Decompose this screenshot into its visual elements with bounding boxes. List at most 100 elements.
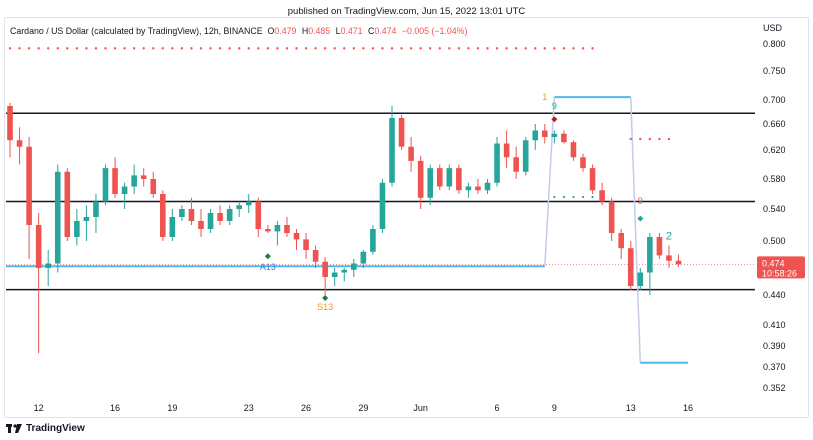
candle[interactable] (427, 168, 433, 198)
candle[interactable] (627, 248, 634, 286)
candle[interactable] (379, 182, 386, 229)
candle[interactable] (83, 217, 90, 221)
candle[interactable] (131, 175, 137, 187)
candle[interactable] (494, 143, 500, 183)
candle[interactable] (475, 186, 481, 191)
red-dot-marker (161, 47, 164, 50)
candle[interactable] (140, 175, 147, 179)
red-dot-marker (304, 47, 308, 50)
candle[interactable] (580, 157, 586, 169)
candle[interactable] (637, 272, 644, 287)
red-dot-marker (56, 47, 59, 50)
open-label: O (267, 26, 275, 36)
candle[interactable] (26, 146, 32, 225)
candle[interactable] (341, 269, 348, 273)
signal-marker-label: 2 (666, 230, 672, 242)
candle[interactable] (45, 263, 51, 269)
candle[interactable] (331, 272, 338, 278)
candle[interactable] (608, 201, 615, 234)
candle[interactable] (16, 140, 23, 147)
candle[interactable] (561, 133, 567, 143)
candle[interactable] (64, 171, 71, 237)
candle[interactable] (54, 171, 61, 264)
red-dot-marker (104, 47, 107, 50)
candle[interactable] (484, 182, 491, 191)
published-caption: published on TradingView.com, Jun 15, 20… (287, 6, 526, 17)
candle[interactable] (618, 233, 624, 249)
close-label: C (368, 26, 375, 36)
candle[interactable] (293, 233, 300, 240)
candle[interactable] (675, 260, 682, 265)
candle[interactable] (217, 213, 223, 221)
symbol-title[interactable]: Cardano / US Dollar (calculated by Tradi… (10, 26, 263, 36)
red-dot-marker (553, 47, 556, 50)
candle[interactable] (599, 190, 605, 202)
candle[interactable] (255, 201, 262, 230)
candle[interactable] (408, 146, 414, 161)
candle[interactable] (417, 160, 424, 198)
price-tag[interactable] (757, 256, 805, 279)
candle[interactable] (389, 118, 395, 183)
candle[interactable] (312, 250, 319, 262)
candle[interactable] (274, 225, 281, 232)
stop-line-segment (630, 97, 642, 363)
red-dot-marker (505, 47, 508, 50)
x-tick-label: 12 (34, 403, 44, 413)
red-dot-marker (257, 47, 260, 50)
candle[interactable] (370, 229, 376, 252)
candle[interactable] (7, 106, 13, 141)
candle[interactable] (503, 143, 510, 158)
red-dot-marker (524, 47, 527, 50)
candle[interactable] (398, 118, 405, 147)
y-tick-label: 0.352 (763, 383, 786, 393)
candle[interactable] (35, 225, 42, 268)
candle[interactable] (322, 261, 328, 277)
candle[interactable] (522, 140, 529, 172)
signal-diamond-icon (322, 295, 329, 301)
candle[interactable] (188, 209, 195, 221)
candle[interactable] (513, 157, 519, 172)
signal-marker-label: 9 (638, 196, 643, 206)
candle[interactable] (647, 237, 653, 273)
y-tick-label: 0.620 (763, 145, 786, 155)
candle[interactable] (532, 130, 539, 141)
candle[interactable] (465, 186, 472, 191)
candle[interactable] (265, 229, 271, 232)
red-dot-marker (648, 137, 652, 141)
candle[interactable] (121, 186, 128, 195)
candle[interactable] (446, 168, 453, 187)
candle[interactable] (236, 205, 242, 209)
candle[interactable] (198, 221, 204, 229)
tradingview-footer[interactable]: TradingView (6, 423, 85, 434)
candle[interactable] (93, 201, 99, 218)
candle[interactable] (551, 133, 558, 137)
candle[interactable] (351, 263, 357, 270)
red-dot-marker (37, 47, 40, 50)
candle[interactable] (169, 217, 176, 237)
candle[interactable] (150, 179, 157, 194)
candle[interactable] (303, 239, 309, 250)
candle[interactable] (102, 168, 109, 202)
candle[interactable] (245, 201, 252, 206)
candle[interactable] (284, 225, 290, 233)
candle[interactable] (207, 213, 214, 229)
candle[interactable] (360, 251, 367, 264)
candle[interactable] (570, 142, 577, 158)
candle[interactable] (666, 255, 672, 261)
candle[interactable] (226, 209, 233, 221)
high-label: H (301, 26, 309, 36)
candle[interactable] (542, 130, 548, 138)
candle[interactable] (456, 168, 462, 191)
candle[interactable] (179, 209, 185, 217)
candle[interactable] (436, 168, 443, 187)
candle[interactable] (74, 221, 80, 237)
candle[interactable] (589, 168, 596, 191)
stop-line-segment (544, 97, 556, 267)
candle[interactable] (656, 237, 663, 256)
candle[interactable] (112, 168, 118, 194)
x-tick-label: 16 (683, 403, 693, 413)
open-value: 0.479 (274, 26, 297, 36)
red-dot-marker (66, 47, 69, 50)
candle[interactable] (160, 194, 166, 237)
